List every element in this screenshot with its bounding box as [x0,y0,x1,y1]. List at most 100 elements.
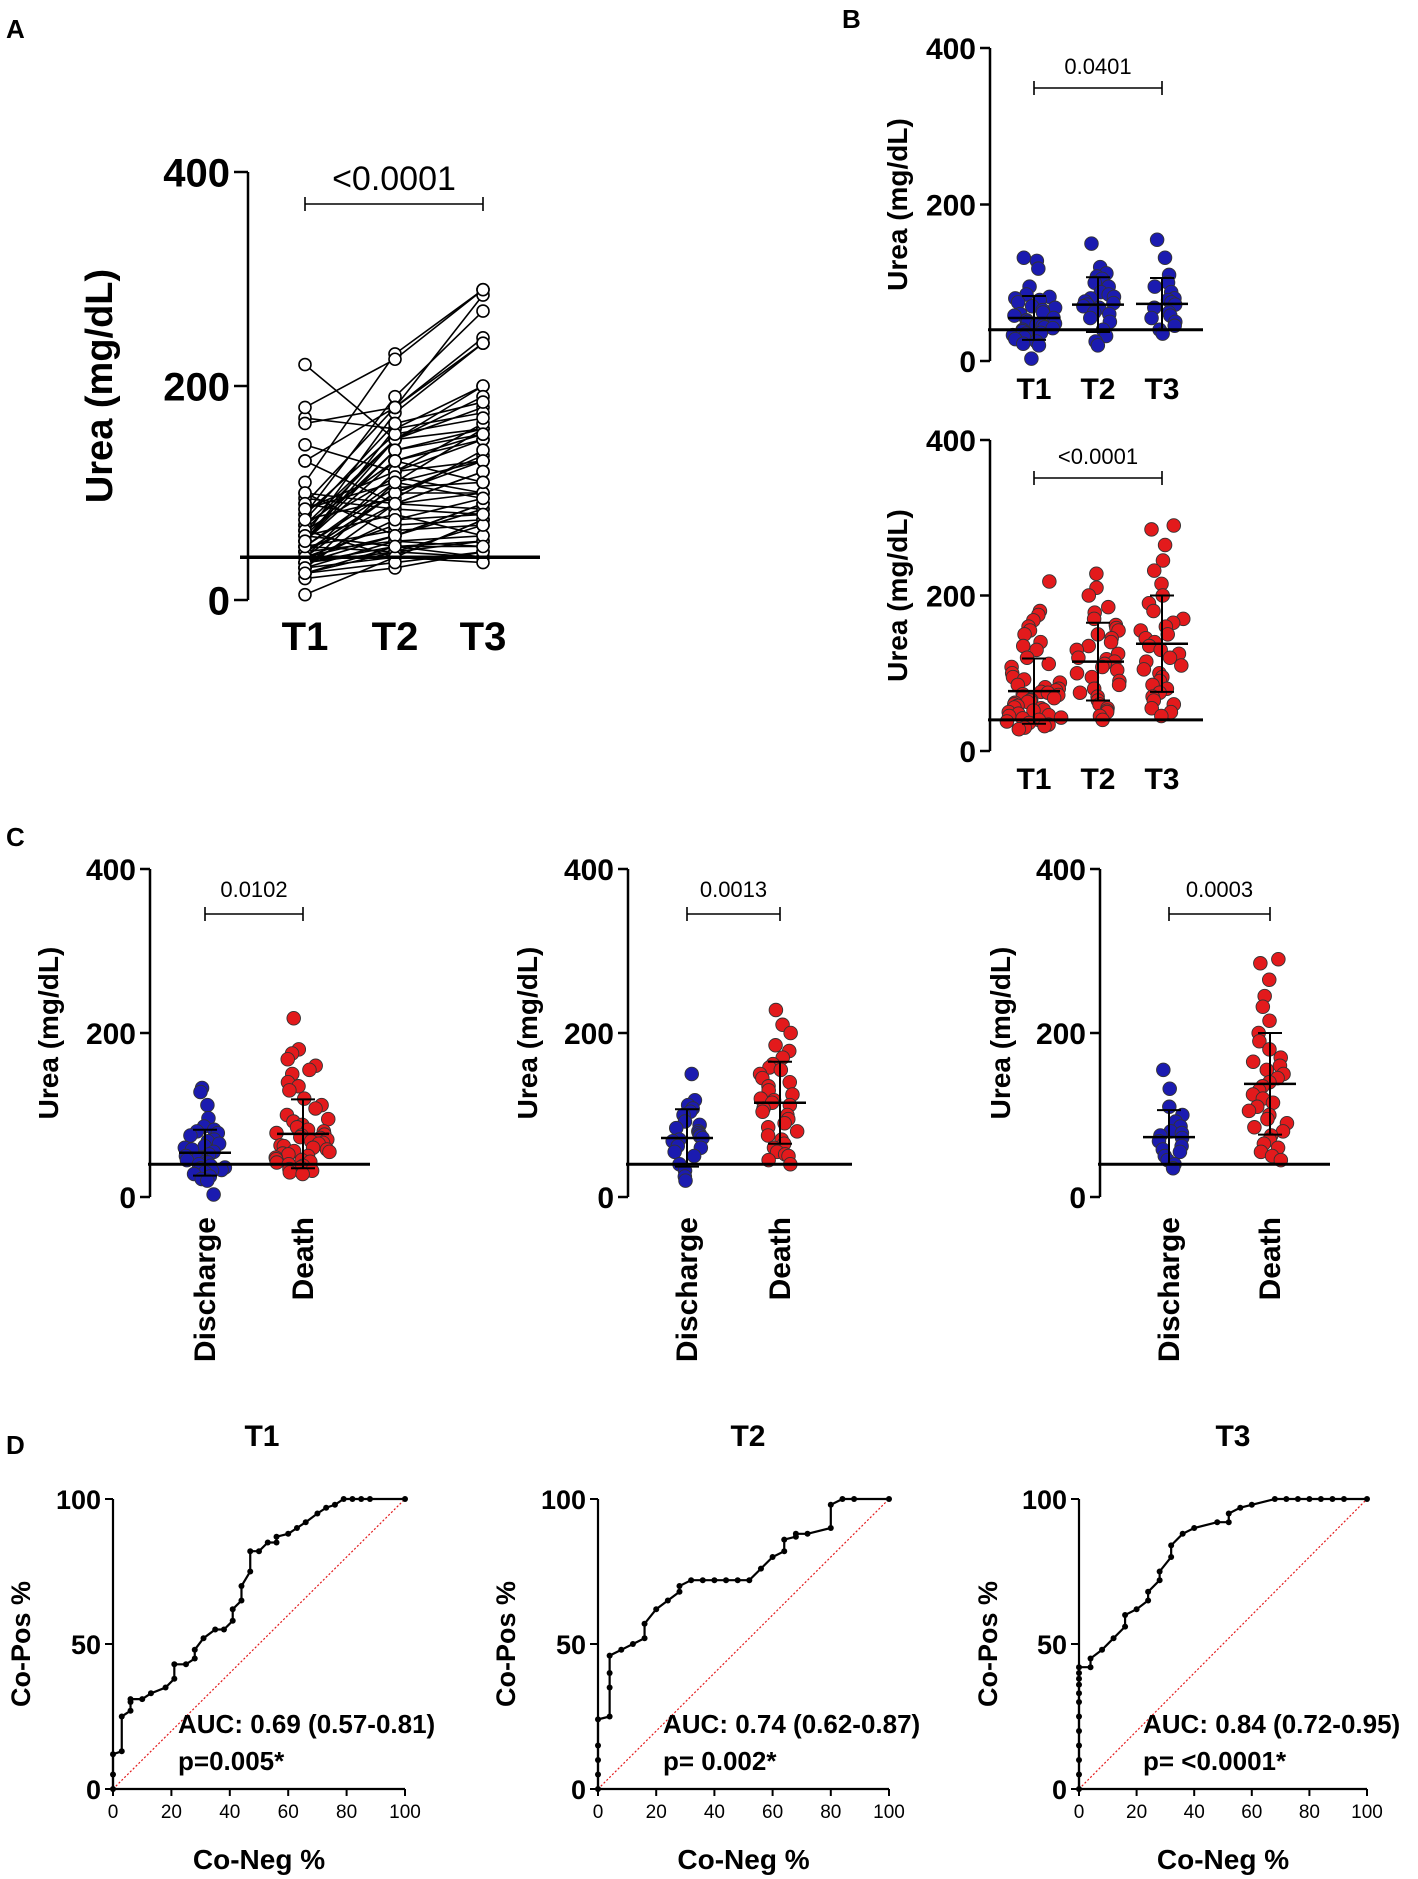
x-tick-label: T3 [1144,763,1179,796]
y-axis-label: Urea (mg/dL) [33,947,64,1120]
x-tick-label: 20 [161,1802,182,1823]
data-point [1031,261,1046,276]
roc-point [1225,1510,1232,1517]
roc-point [757,1565,764,1572]
y-tick-label: 100 [541,1485,586,1515]
subject-point [476,507,490,522]
y-tick-label: 200 [564,1018,614,1051]
x-tick-label: 40 [219,1802,240,1823]
roc-curve [1076,1496,1370,1792]
y-axis-label: Urea (mg/dL) [985,947,1016,1120]
data-point [1089,566,1104,581]
series-t2 [1069,566,1127,728]
roc-point [171,1661,178,1668]
data-point [1069,666,1085,681]
roc-point [1076,1664,1082,1671]
data-point [686,1148,702,1164]
series-t3 [1133,518,1191,724]
y-axis-label: Urea (mg/dL) [79,269,121,503]
data-point [1166,518,1182,533]
x-tick-label: T2 [1080,373,1115,406]
roc-point [1156,1577,1163,1584]
data-point [1241,1103,1257,1119]
roc-point [191,1646,198,1653]
data-point [755,1104,770,1119]
data-point [1029,642,1044,658]
roc-point [264,1539,271,1546]
roc-point [1283,1496,1290,1502]
roc-point [118,1748,125,1755]
roc-point [827,1501,834,1508]
reference-diagonal [112,1498,406,1790]
data-point [667,1144,682,1160]
x-tick-label: 100 [873,1802,905,1823]
x-tick-label: T3 [460,615,507,659]
data-point [777,1115,792,1131]
subject-point [298,534,312,548]
data-point [1053,710,1069,725]
auc-label: AUC: 0.74 (0.62-0.87) [663,1709,920,1739]
x-tick-label: Discharge [189,1217,222,1362]
roc-point [688,1577,695,1584]
series-discharge [177,1080,233,1202]
series-discharge [1143,1062,1195,1176]
roc-point [886,1496,892,1502]
y-tick-label: 50 [1037,1630,1067,1660]
subject-point [388,400,402,415]
roc-line [1077,1497,1367,1789]
subject-point [388,416,402,431]
data-point [1076,298,1091,314]
roc-point [1087,1655,1094,1662]
y-axis-label: Co-Pos % [6,1581,36,1707]
roc-point [1110,1635,1117,1642]
data-point [1252,1033,1267,1049]
y-axis-label: Urea (mg/dL) [512,947,543,1120]
data-point [1101,599,1116,615]
pvalue-bracket [204,907,304,921]
pvalue-bracket [1033,81,1163,95]
y-tick-label: 400 [926,33,976,66]
x-tick-label: T3 [1144,373,1179,406]
x-tick-label: Discharge [1153,1217,1186,1362]
data-point [1083,310,1098,326]
data-point [999,714,1015,729]
subject-point [298,357,312,372]
x-tick-label: Death [287,1217,320,1300]
roc-point [285,1530,292,1537]
data-point [269,1155,285,1170]
data-point [1016,250,1032,265]
roc-point [110,1771,116,1778]
y-tick-label: 0 [597,1182,614,1215]
series-t3 [1136,232,1188,341]
roc-point [171,1675,178,1682]
pvalue-label: 0.0102 [220,877,287,902]
p-label: p= 0.002* [663,1746,777,1776]
y-tick-label: 0 [571,1775,586,1805]
data-point [1247,1120,1262,1135]
roc-point [781,1536,788,1543]
roc-point [127,1696,134,1703]
roc-point [1145,1588,1152,1595]
y-tick-label: 50 [71,1630,101,1660]
x-tick-label: 100 [1351,1802,1383,1823]
subject-point [476,395,490,409]
roc-point [1076,1699,1082,1705]
roc-point [746,1577,753,1584]
roc-point [851,1496,858,1502]
data-point [678,1173,693,1188]
series-discharge [661,1066,713,1188]
roc-point [606,1652,613,1659]
subject-point [298,400,312,415]
data-point [1072,685,1088,700]
y-tick-label: 0 [208,579,230,623]
roc-point [699,1577,706,1584]
pvalue-label: <0.0001 [332,160,456,198]
data-point [1081,588,1097,603]
x-tick-label: 60 [278,1802,299,1823]
y-tick-label: 200 [86,1018,136,1051]
data-point [1174,658,1189,673]
data-point [308,1101,323,1116]
data-point [1172,1144,1188,1160]
data-point [1262,1013,1277,1028]
